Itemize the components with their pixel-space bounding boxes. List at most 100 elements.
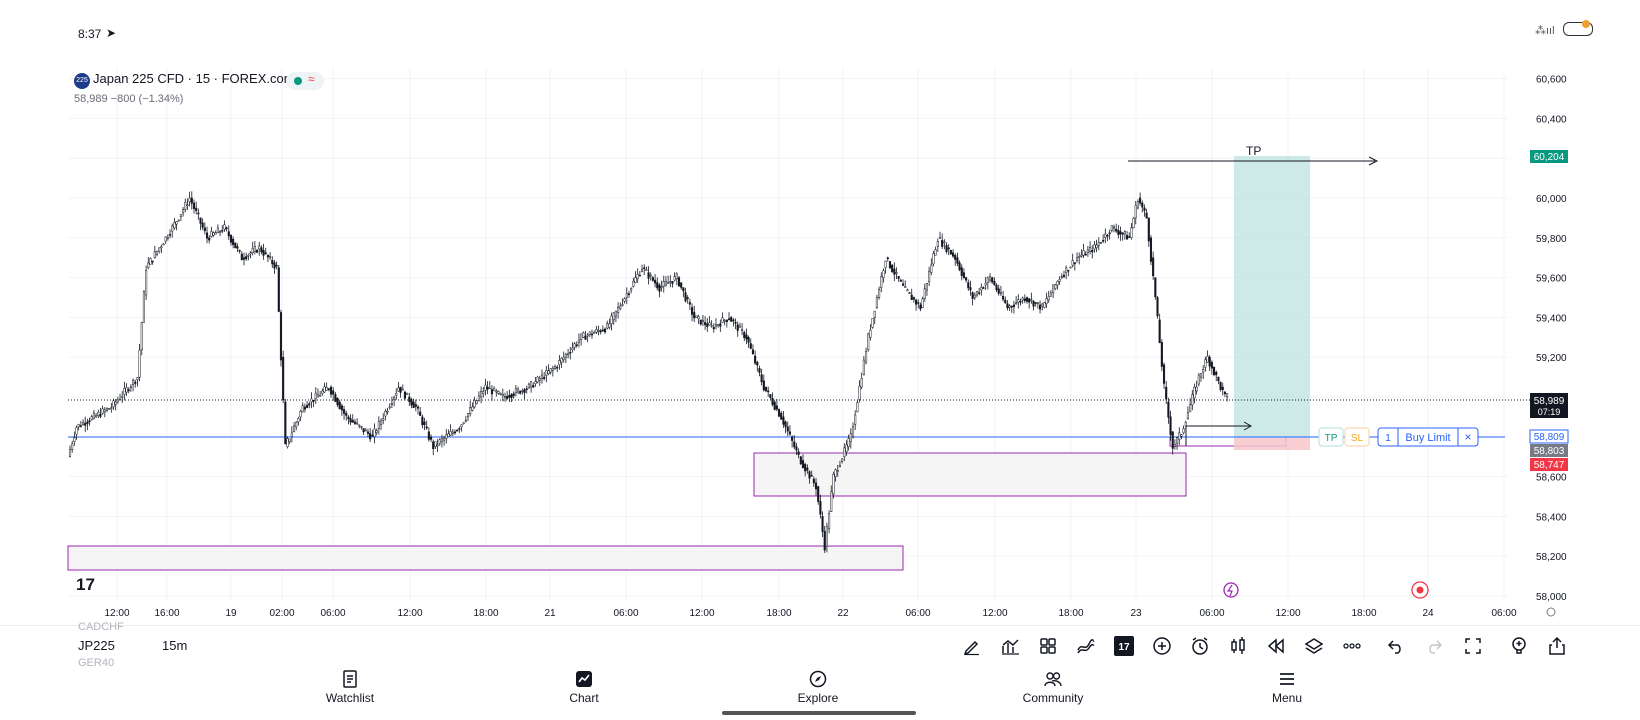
add-icon[interactable]: [1151, 635, 1173, 657]
nav-menu[interactable]: Menu: [1237, 670, 1337, 705]
share-icon[interactable]: [1546, 635, 1568, 657]
candle-body: [247, 254, 250, 257]
candle-body: [453, 431, 457, 434]
candle-body: [397, 387, 400, 392]
candle-body: [460, 424, 463, 428]
candle-body: [664, 281, 668, 286]
candle-body: [701, 319, 704, 322]
candle-body: [941, 240, 944, 247]
candle-body: [1197, 374, 1200, 385]
candle-body: [471, 406, 474, 411]
candle-body: [303, 406, 306, 410]
candle-body: [277, 267, 280, 312]
candle-body: [1119, 231, 1122, 235]
nav-watchlist[interactable]: Watchlist: [300, 670, 400, 705]
sl-price-tag: 58,747: [1534, 460, 1565, 471]
ideas-icon[interactable]: [1508, 635, 1530, 657]
candle-body: [838, 465, 842, 467]
candle-body: [425, 426, 428, 429]
candle-body: [745, 334, 748, 340]
candle-body: [788, 431, 791, 435]
x-tick-label: 06:00: [905, 608, 930, 619]
candle-body: [501, 394, 504, 397]
candle-body: [915, 299, 918, 305]
order-price-tag-bg: [1529, 429, 1569, 444]
candle-body: [952, 252, 955, 257]
candle-body: [473, 400, 476, 408]
candle-body: [1036, 302, 1039, 304]
candle-body: [162, 243, 165, 246]
candle-body: [503, 396, 507, 398]
candle-body: [962, 272, 965, 278]
tradingview-logo: 17: [76, 575, 95, 594]
candle-body: [627, 293, 631, 296]
candle-body: [495, 390, 498, 393]
candle-body: [147, 262, 150, 268]
undo-icon[interactable]: [1385, 635, 1407, 657]
candle-body: [210, 231, 213, 237]
candle-body: [325, 387, 328, 391]
candle-body: [299, 411, 302, 418]
candle-body: [601, 329, 604, 332]
candle-body: [760, 374, 763, 383]
candle-body: [884, 260, 887, 268]
candle-body: [969, 287, 972, 291]
nav-explore[interactable]: Explore: [768, 670, 868, 705]
x-tick-label: 21: [544, 608, 556, 619]
candle-body: [1217, 376, 1220, 382]
candle-body: [978, 292, 981, 294]
candle-body: [693, 312, 696, 319]
candle-body: [1156, 297, 1159, 317]
entry-price-tag-bg: [1530, 444, 1568, 457]
candle-body: [105, 407, 109, 411]
candles-icon[interactable]: [1227, 635, 1249, 657]
candle-body: [1106, 235, 1109, 237]
candle-body: [736, 324, 739, 331]
candle-body: [1104, 233, 1107, 239]
market-status-pill[interactable]: ≈: [286, 72, 324, 90]
nav-chart[interactable]: Chart: [534, 670, 634, 705]
symbol-selector[interactable]: JP225: [78, 638, 115, 653]
x-tick-label: 12:00: [104, 608, 129, 619]
layers-icon[interactable]: [1303, 635, 1325, 657]
candle-body: [858, 385, 861, 400]
candle-body: [741, 329, 744, 331]
fullscreen-icon[interactable]: [1462, 635, 1484, 657]
templates-icon[interactable]: [1037, 635, 1059, 657]
candle-body: [1073, 262, 1076, 265]
pencil-icon[interactable]: [961, 635, 983, 657]
tv-logo-icon[interactable]: 17: [1113, 635, 1135, 657]
candle-body: [645, 269, 648, 271]
status-bar: 8:37 ➤ ⁂ııl: [0, 0, 1640, 60]
x-tick-label: 18:00: [473, 608, 498, 619]
candle-body: [547, 370, 550, 375]
demand-zone: [753, 452, 1187, 497]
symbol-title[interactable]: Japan 225 CFD · 15 · FOREX.com: [93, 71, 295, 86]
candle-body: [680, 282, 683, 288]
more-icon[interactable]: [1341, 635, 1363, 657]
candle-body: [1012, 304, 1016, 308]
candle-body: [1152, 257, 1155, 277]
axis-settings-icon: [1546, 607, 1556, 617]
candle-body: [577, 339, 581, 343]
replay-icon[interactable]: [1265, 635, 1287, 657]
candle-body: [780, 412, 783, 420]
candle-body: [1195, 386, 1198, 392]
candle-body: [819, 501, 822, 515]
alert-icon[interactable]: [1189, 635, 1211, 657]
candle-body: [845, 444, 848, 452]
candle-body: [934, 249, 937, 256]
candle-body: [749, 343, 752, 349]
timeframe-selector[interactable]: 15m: [162, 638, 188, 653]
candle-body: [817, 486, 820, 502]
candle-body: [486, 386, 489, 390]
candle-body: [103, 409, 106, 413]
candle-body: [238, 249, 241, 252]
redo-icon[interactable]: [1423, 635, 1445, 657]
nav-community[interactable]: Community: [1003, 670, 1103, 705]
candle-body: [253, 246, 256, 252]
trend-icon[interactable]: [1075, 635, 1097, 657]
price-chart[interactable]: TP60,60060,40060,20060,00059,80059,60059…: [0, 0, 1640, 625]
y-tick-label: 58,400: [1536, 512, 1567, 523]
indicators-icon[interactable]: [999, 635, 1021, 657]
